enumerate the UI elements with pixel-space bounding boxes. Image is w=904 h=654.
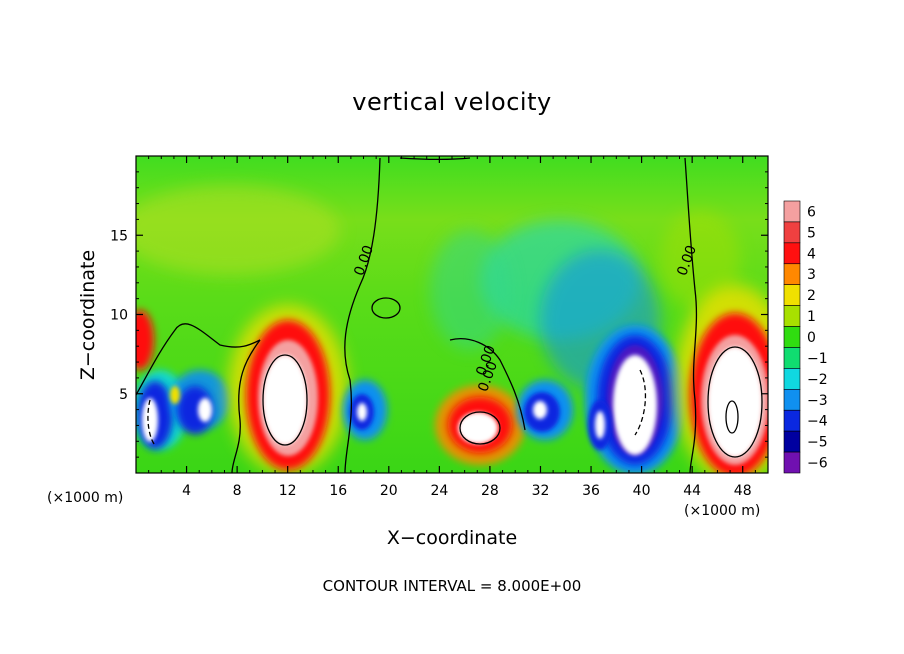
x-tick-label: 12 (279, 483, 297, 499)
colorbar-swatch (783, 368, 801, 390)
contour-line (459, 411, 501, 445)
x-tick-label: 28 (481, 483, 499, 499)
contour-line (262, 354, 308, 446)
colorbar-label: −3 (807, 393, 828, 409)
colorbar-swatch (783, 305, 801, 327)
colorbar-label: −2 (807, 372, 828, 388)
colorbar-label: 6 (807, 204, 816, 220)
chart-title: vertical velocity (352, 88, 552, 116)
x-tick-label: 32 (532, 483, 550, 499)
y-tick-label: 10 (110, 308, 128, 324)
x-axis-label: X−coordinate (386, 527, 518, 549)
colorbar-swatch (783, 451, 801, 474)
colorbar-swatch (783, 347, 801, 369)
x-tick-label: 44 (683, 483, 701, 499)
contour-line (147, 399, 156, 446)
colorbar-swatch (783, 430, 801, 453)
colorbar-swatch (783, 284, 801, 306)
contour-interval-note: CONTOUR INTERVAL = 8.000E+00 (322, 577, 582, 595)
x-axis: 4 8 12 16 20 24 28 32 36 40 44 48 (148, 156, 756, 499)
colorbar-label: 2 (807, 288, 816, 304)
colorbar-swatch (783, 409, 801, 432)
y-tick-label: 15 (110, 228, 128, 244)
colorbar-label: −4 (807, 414, 828, 430)
contour-line (136, 323, 261, 396)
x-tick-label: 4 (182, 483, 191, 499)
colorbar-label: −1 (807, 351, 828, 367)
colorbar-swatch (783, 242, 801, 265)
colorbar-label: 4 (807, 246, 816, 262)
colorbar-label: 3 (807, 267, 816, 283)
colorbar-label: 1 (807, 309, 816, 325)
x-tick-label: 16 (329, 483, 347, 499)
contour-line (449, 338, 526, 431)
colorbar-label: 5 (807, 225, 816, 241)
y-tick-label: 5 (119, 387, 128, 403)
colorbar: 6 5 4 3 2 1 0 −1 −2 −3 −4 −5 −6 (783, 200, 828, 474)
colorbar-swatch (783, 389, 801, 411)
colorbar-label: −5 (807, 435, 828, 451)
x-unit-label-right: (×1000 m) (684, 503, 761, 519)
contour-line (725, 400, 739, 434)
colorbar-swatch (783, 263, 801, 285)
y-axis: 5 10 15 (110, 171, 768, 458)
heatmap-field (136, 156, 768, 473)
colorbar-swatch (783, 221, 801, 244)
colorbar-swatch (783, 326, 801, 348)
x-tick-label: 48 (734, 483, 752, 499)
x-tick-label: 36 (582, 483, 600, 499)
x-tick-label: 40 (633, 483, 651, 499)
contour-line (231, 339, 261, 473)
colorbar-swatch (783, 200, 801, 223)
x-tick-label: 20 (380, 483, 398, 499)
contour-line (371, 297, 401, 319)
colorbar-label: −6 (807, 456, 828, 472)
x-unit-label-left: (×1000 m) (47, 490, 124, 506)
x-tick-label: 8 (233, 483, 242, 499)
colorbar-label: 0 (807, 330, 816, 346)
x-tick-label: 24 (430, 483, 448, 499)
contour-line (634, 369, 647, 436)
contour-line (344, 157, 381, 473)
contour-line (684, 157, 698, 473)
contour-lines (136, 157, 763, 473)
contour-line (707, 346, 763, 458)
